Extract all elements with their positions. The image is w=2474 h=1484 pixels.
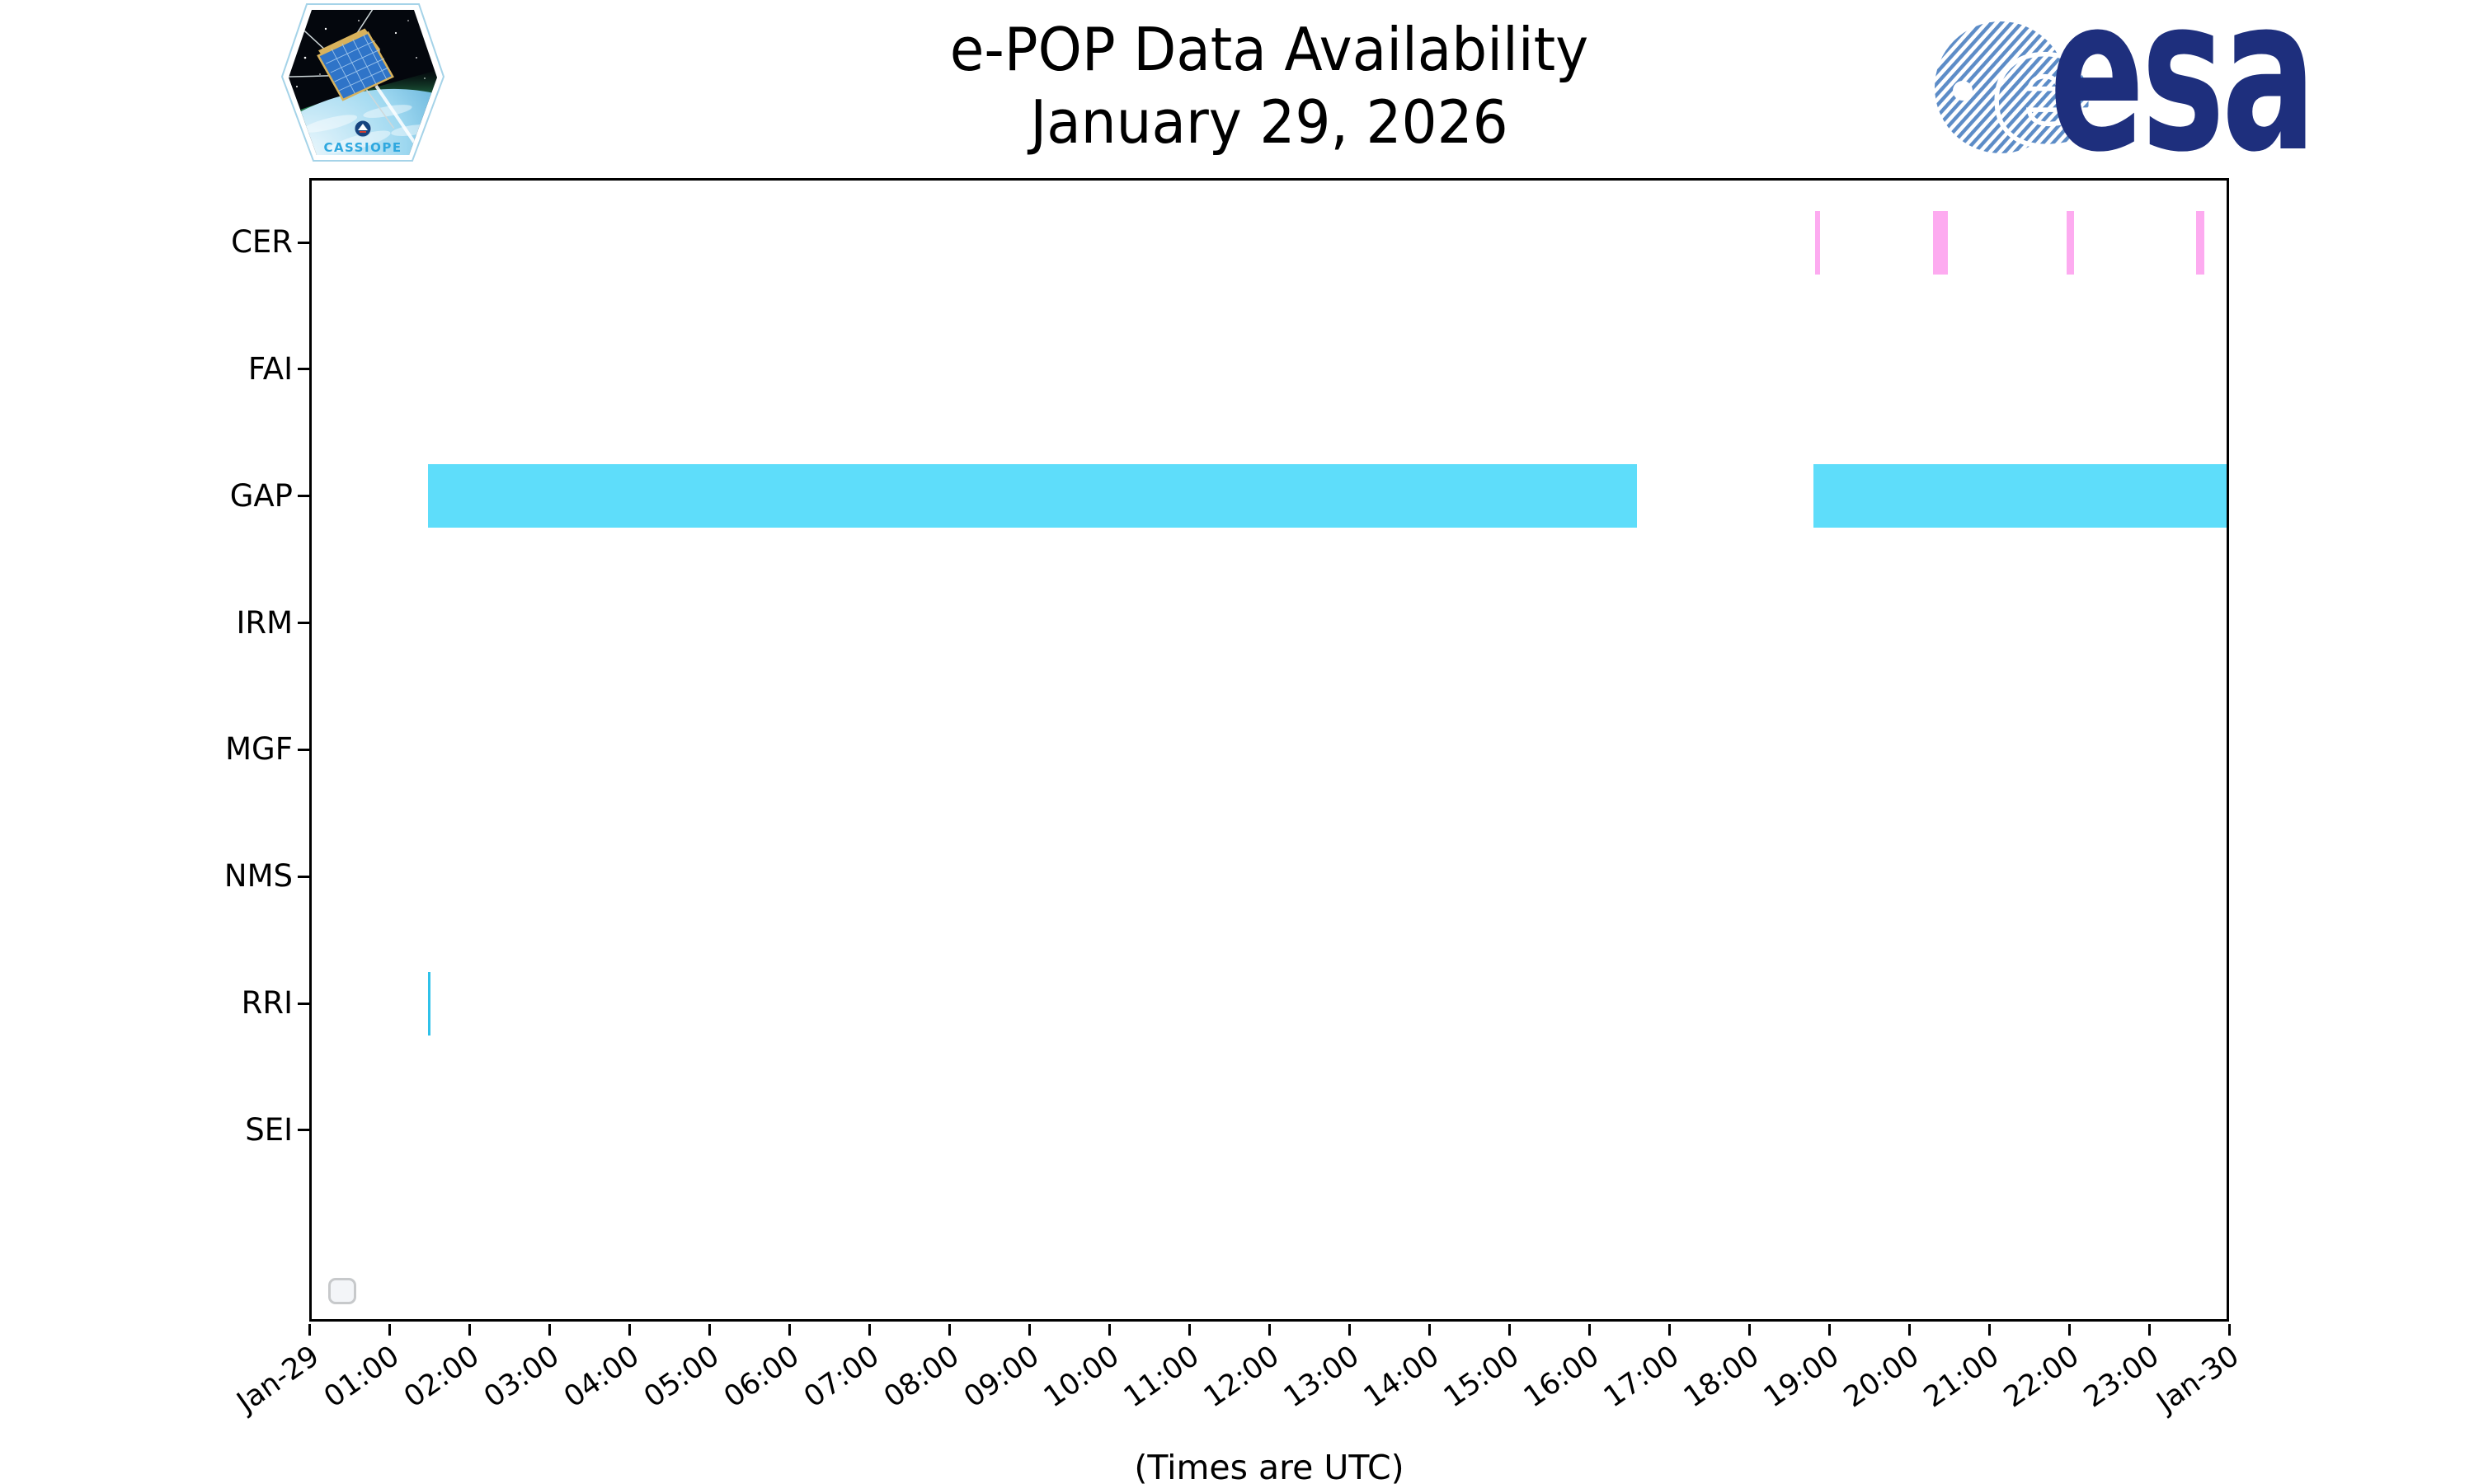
availability-bar-RRI-0 [427,971,431,1036]
y-axis-label-MGF: MGF [225,731,293,768]
y-axis-tick-SEI [298,1129,309,1132]
y-axis-tick-FAI [298,368,309,371]
legend-checkbox[interactable] [328,1278,356,1304]
satellite-illustration [289,10,395,129]
x-axis-tick-18 [1747,1324,1751,1336]
esa-globe-icon: e [1935,0,2100,165]
esa-wordmark: esa [2049,0,2313,165]
y-axis-label-NMS: NMS [223,858,293,895]
chart-title-line1: e-POP Data Availability [949,15,1589,84]
x-axis-tick-20 [1907,1324,1911,1336]
x-axis-tick-9 [1028,1324,1031,1336]
x-axis-tick-3 [548,1324,551,1336]
x-axis-tick-13 [1348,1324,1351,1336]
esa-logo: e esa [1935,0,2316,165]
x-axis-tick-0 [308,1324,311,1336]
x-axis-tick-8 [948,1324,951,1336]
x-axis-tick-21 [1987,1324,1991,1336]
x-axis-tick-12 [1268,1324,1271,1336]
y-axis-label-GAP: GAP [229,477,293,514]
availability-bar-CER-3 [2196,210,2204,275]
x-axis-tick-2 [468,1324,471,1336]
x-axis-tick-10 [1108,1324,1111,1336]
y-axis-tick-CER [298,241,309,244]
x-axis-note: (Times are UTC) [1134,1448,1404,1484]
x-axis-tick-17 [1667,1324,1671,1336]
y-axis-tick-RRI [298,1002,309,1005]
availability-bar-GAP-0 [427,464,1638,528]
plot-area [309,178,2229,1322]
y-axis-label-RRI: RRI [241,985,293,1021]
chart-title-line2: January 29, 2026 [1030,87,1508,157]
chart-title: e-POP Data Availability January 29, 2026 [367,13,2171,158]
x-axis-tick-6 [788,1324,791,1336]
x-axis-tick-19 [1827,1324,1831,1336]
x-axis-tick-11 [1188,1324,1191,1336]
availability-bar-GAP-1 [1813,464,2229,528]
x-axis-tick-15 [1507,1324,1511,1336]
availability-bar-CER-0 [1814,210,1821,275]
y-axis-label-FAI: FAI [247,350,293,387]
y-axis-tick-MGF [298,748,309,751]
y-axis-label-IRM: IRM [236,604,293,641]
cassiope-mission-patch-logo: CASSIOPE [280,3,445,162]
y-axis-tick-GAP [298,495,309,498]
y-axis-label-CER: CER [231,224,293,260]
x-axis-tick-24 [2227,1324,2231,1336]
x-axis-tick-22 [2067,1324,2071,1336]
x-axis-tick-14 [1427,1324,1431,1336]
y-axis-label-SEI: SEI [245,1111,293,1148]
x-axis-tick-7 [868,1324,871,1336]
x-axis-tick-4 [628,1324,631,1336]
y-axis-tick-NMS [298,875,309,878]
x-axis-tick-5 [708,1324,711,1336]
y-axis-tick-IRM [298,622,309,625]
x-axis-tick-23 [2147,1324,2151,1336]
x-axis-tick-1 [388,1324,391,1336]
availability-bar-CER-1 [1933,210,1948,275]
cassiope-patch-label: CASSIOPE [323,140,402,155]
availability-bar-CER-2 [2067,210,2074,275]
x-axis-tick-16 [1587,1324,1591,1336]
svg-text:e: e [1992,0,2095,165]
